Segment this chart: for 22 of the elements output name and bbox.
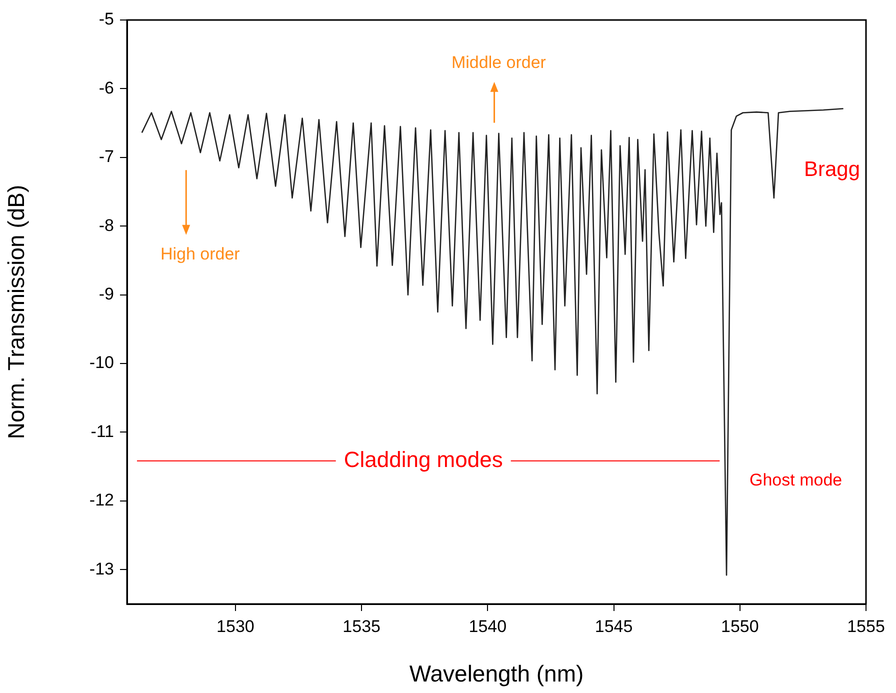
y-tick-label: -8: [98, 216, 114, 235]
x-tick-label: 1555: [847, 616, 885, 636]
x-tick-label: 1530: [216, 616, 254, 636]
x-tick-label: 1540: [468, 616, 507, 636]
y-tick-label: -10: [89, 353, 114, 372]
y-tick-label: -12: [89, 490, 114, 510]
y-tick-label: -9: [98, 284, 114, 304]
annotation: High order: [160, 244, 240, 264]
y-tick-label: -7: [98, 147, 114, 166]
y-tick-label: -13: [89, 559, 114, 578]
y-tick-label: -11: [90, 422, 114, 441]
annotation: Cladding modes: [344, 446, 503, 472]
y-axis-title: Norm. Transmission (dB): [3, 184, 30, 440]
y-tick-label: -6: [98, 78, 114, 98]
x-tick-label: 1550: [720, 616, 759, 636]
x-tick-label: 1535: [342, 616, 380, 636]
annotation: Middle order: [451, 52, 546, 72]
y-tick-label: -5: [98, 10, 114, 29]
x-tick-label: 1545: [594, 616, 633, 636]
annotation: Bragg: [804, 158, 860, 181]
annotation: Ghost mode: [749, 470, 842, 490]
x-axis-title: Wavelength (nm): [409, 660, 584, 687]
